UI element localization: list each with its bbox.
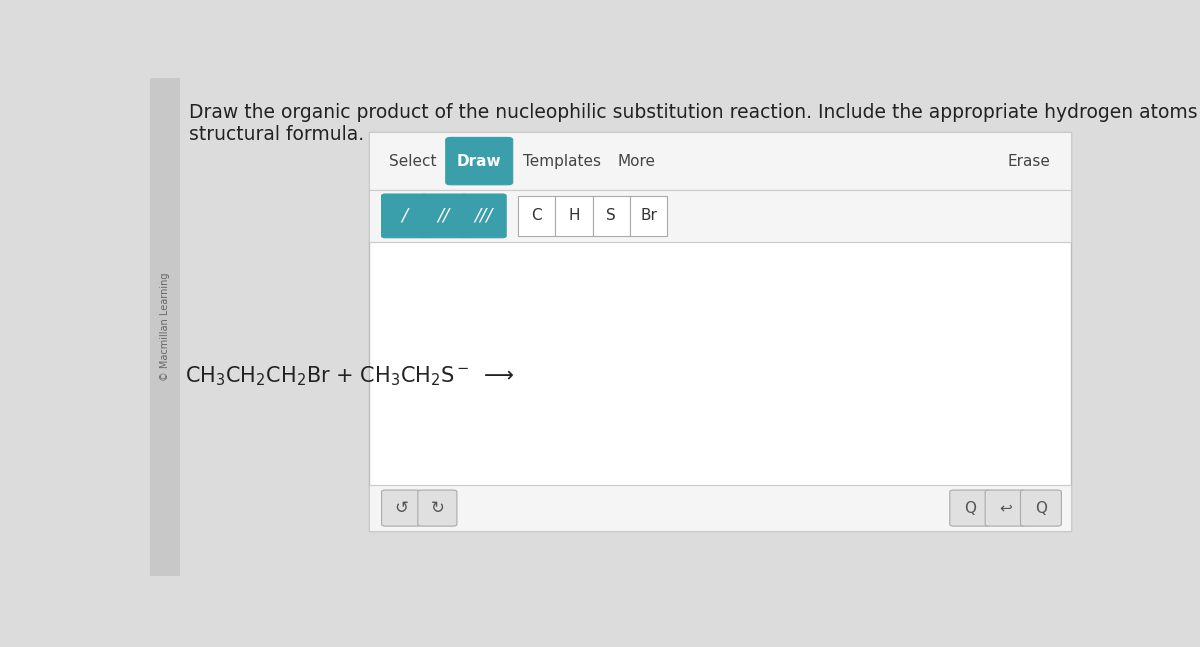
- Text: Templates: Templates: [523, 153, 601, 169]
- FancyBboxPatch shape: [630, 196, 667, 236]
- Text: Select: Select: [389, 153, 437, 169]
- Text: Br: Br: [640, 208, 656, 223]
- FancyBboxPatch shape: [368, 133, 1070, 531]
- FancyBboxPatch shape: [1020, 490, 1062, 526]
- Text: CH$_3$CH$_2$CH$_2$Br + CH$_3$CH$_2$S$^-$ $\longrightarrow$: CH$_3$CH$_2$CH$_2$Br + CH$_3$CH$_2$S$^-$…: [185, 365, 515, 388]
- Text: Erase: Erase: [1007, 153, 1050, 169]
- Text: ↻: ↻: [431, 499, 444, 517]
- Text: //: //: [438, 207, 450, 225]
- Text: ↩: ↩: [1000, 501, 1012, 516]
- FancyBboxPatch shape: [950, 490, 991, 526]
- Text: /: /: [401, 207, 407, 225]
- FancyBboxPatch shape: [382, 194, 426, 237]
- Text: Draw: Draw: [457, 153, 502, 169]
- Text: Draw the organic product of the nucleophilic substitution reaction. Include the : Draw the organic product of the nucleoph…: [190, 102, 1200, 144]
- Text: More: More: [618, 153, 655, 169]
- FancyBboxPatch shape: [421, 194, 466, 237]
- FancyBboxPatch shape: [150, 78, 180, 576]
- FancyBboxPatch shape: [593, 196, 630, 236]
- FancyBboxPatch shape: [445, 137, 512, 185]
- FancyBboxPatch shape: [418, 490, 457, 526]
- Text: C: C: [532, 208, 542, 223]
- Text: © Macmillan Learning: © Macmillan Learning: [160, 272, 170, 381]
- Text: ///: ///: [475, 207, 493, 225]
- FancyBboxPatch shape: [368, 485, 1070, 531]
- FancyBboxPatch shape: [368, 133, 1070, 190]
- Text: Q: Q: [1034, 501, 1046, 516]
- Text: S: S: [606, 208, 616, 223]
- FancyBboxPatch shape: [368, 190, 1070, 242]
- FancyBboxPatch shape: [518, 196, 556, 236]
- Text: Q: Q: [965, 501, 977, 516]
- FancyBboxPatch shape: [985, 490, 1026, 526]
- FancyBboxPatch shape: [556, 196, 593, 236]
- FancyBboxPatch shape: [382, 490, 421, 526]
- FancyBboxPatch shape: [462, 194, 506, 237]
- Text: ↺: ↺: [394, 499, 408, 517]
- Text: H: H: [569, 208, 580, 223]
